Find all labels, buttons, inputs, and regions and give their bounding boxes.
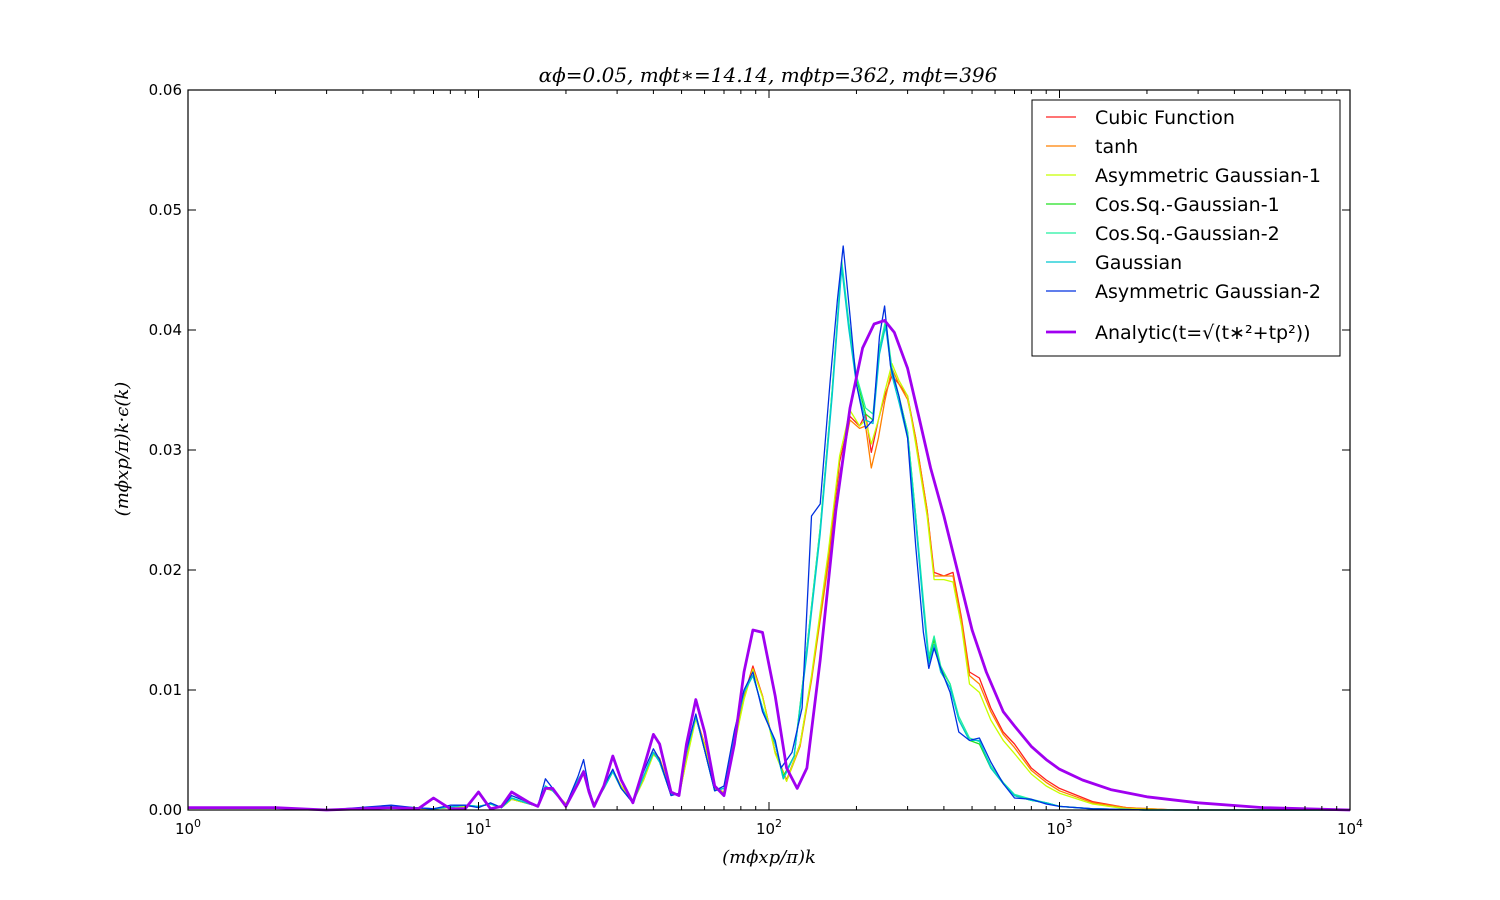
y-tick-label: 0.00	[149, 801, 182, 819]
legend-label: Gaussian	[1095, 252, 1182, 274]
y-tick-label: 0.06	[149, 81, 182, 99]
y-tick-label: 0.04	[149, 321, 182, 339]
legend-label: Asymmetric Gaussian-2	[1095, 281, 1321, 303]
y-axis-label: (mϕxp/π)k·ϵ(k)	[112, 382, 133, 517]
legend-label: Cos.Sq.-Gaussian-2	[1095, 223, 1280, 245]
legend-label: Asymmetric Gaussian-1	[1095, 165, 1321, 187]
chart-title: αϕ=0.05, mϕt∗=14.14, mϕtp=362, mϕt=396	[539, 63, 998, 87]
legend-label: Cos.Sq.-Gaussian-1	[1095, 194, 1280, 216]
y-tick-label: 0.05	[149, 201, 182, 219]
y-tick-label: 0.03	[149, 441, 182, 459]
y-tick-label: 0.01	[149, 681, 182, 699]
legend-frame	[1031, 99, 1341, 357]
legend-label: Cubic Function	[1095, 107, 1235, 129]
series-line-8	[188, 319, 1351, 812]
series-layer	[188, 245, 1351, 812]
y-tick-label: 0.02	[149, 561, 182, 579]
ticks-layer: 100 101 102 103 1040.000.010.020.030.040.050…	[149, 81, 1363, 838]
legend-label: tanh	[1095, 136, 1138, 158]
legend-label: Analytic(t=√(t∗²+tp²))	[1095, 322, 1311, 344]
legend: Cubic Function tanh Asymmetric Gaussian-1 C…	[1031, 99, 1341, 357]
x-axis-label: (mϕxp/π)k	[722, 847, 816, 868]
